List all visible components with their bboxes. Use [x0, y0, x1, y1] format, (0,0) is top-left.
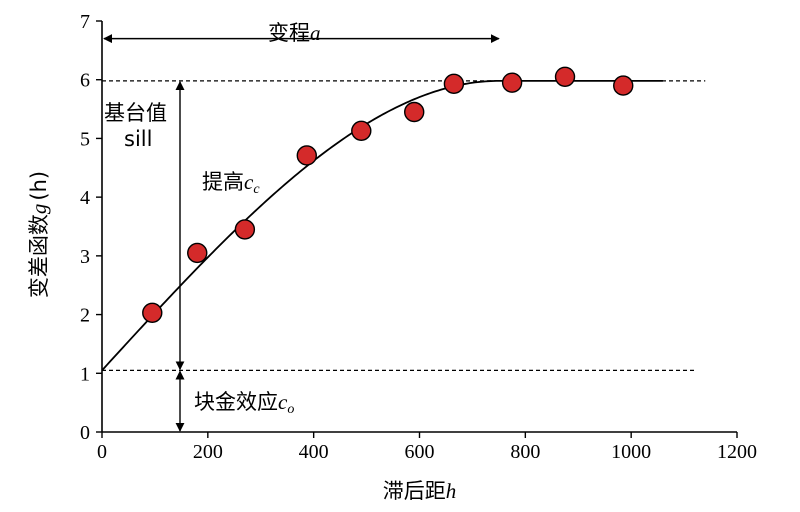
annotation-arrows [103, 34, 500, 432]
x-tick-label: 600 [405, 441, 435, 463]
axes: 0 200 400 600 800 1000 1200 0 1 2 3 4 5 6 7 [80, 11, 757, 463]
y-tick-label: 3 [80, 246, 90, 268]
x-tick-label: 400 [299, 441, 329, 463]
data-point [443, 73, 465, 95]
y-tick-label: 1 [80, 363, 90, 385]
range-label: 变程a [268, 21, 321, 45]
data-point [351, 120, 372, 141]
y-axis-title: 变差函数g(h) [27, 171, 51, 298]
y-tick-label: 6 [80, 70, 90, 92]
data-point [234, 219, 256, 240]
x-tick-label: 0 [97, 441, 107, 463]
y-tick-label: 4 [80, 187, 90, 209]
data-point [501, 72, 523, 93]
sill-label-en: sill [124, 127, 152, 151]
partial-sill-label: 提高cc [202, 170, 260, 197]
data-point [554, 66, 576, 87]
spherical-model-curve [101, 79, 663, 371]
y-tick-label: 7 [80, 11, 90, 33]
model-curve-layer [101, 79, 663, 371]
x-axis-title: 滞后距h [383, 479, 457, 503]
data-point [142, 302, 163, 324]
y-tick-label: 0 [80, 422, 90, 444]
x-tick-label: 800 [510, 441, 540, 463]
y-tick-label: 5 [80, 128, 90, 150]
x-tick-label: 200 [193, 441, 223, 463]
data-point [404, 101, 425, 123]
sill-label-cn: 基台值 [104, 101, 167, 125]
data-points-layer [142, 66, 634, 324]
x-tick-label: 1200 [717, 441, 757, 463]
y-tick-label: 2 [80, 305, 90, 327]
data-point [296, 145, 317, 166]
data-point [613, 75, 634, 96]
x-tick-label: 1000 [611, 441, 651, 463]
nugget-label: 块金效应co [194, 390, 294, 417]
data-point [187, 242, 208, 264]
reference-lines [102, 80, 706, 371]
